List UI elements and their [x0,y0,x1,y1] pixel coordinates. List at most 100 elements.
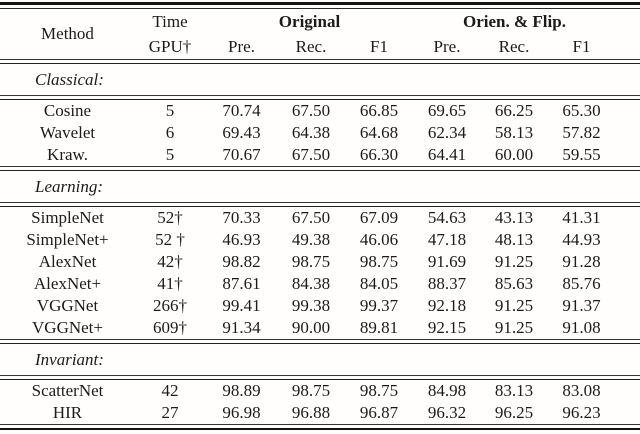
metric-value-cell: 92.18 [427,296,467,315]
table-row: Wavelet 6 69.43 64.38 64.68 62.34 58.13 57.82 [0,122,615,144]
section-label: Learning: [35,177,103,196]
metric-value-cell: 70.33 [222,208,261,227]
table-row: VGGNet+ 609† 91.34 90.00 89.81 92.15 91.25 91.0… [0,317,615,339]
section-separator-rule [0,95,640,100]
method-cell: Cosine [43,101,92,120]
metric-value-cell: 67.50 [291,208,331,227]
metric-value-cell: 92.15 [427,318,467,337]
metric-value-cell: 96.88 [291,403,331,422]
metric-value-cell: 90.00 [291,318,331,337]
col-header-rec-original: Rec. [295,37,327,56]
col-header-pre-original: Pre. [228,37,255,56]
table-row: Cosine 5 70.74 67.50 66.85 69.65 66.25 65.30 [0,100,615,122]
metric-value-cell: 91.69 [427,252,467,271]
section-separator-rule [0,375,640,380]
time-gpu-cell: 266† [153,296,187,315]
metric-value-cell: 99.38 [291,296,331,315]
col-header-f1-orien: F1 [572,37,591,56]
time-gpu-cell: 5 [165,101,175,120]
method-cell: Kraw. [47,145,88,164]
col-group-original: Original [278,12,341,31]
metric-value-cell: 59.55 [562,145,601,164]
table-bottom-rule [0,424,640,430]
metric-value-cell: 88.37 [427,274,467,293]
table-row: ScatterNet 42 98.89 98.75 98.75 84.98 83.13 83.… [0,380,615,402]
time-gpu-cell: 42 [161,381,179,400]
metric-value-cell: 67.50 [291,145,331,164]
table-row: SimpleNet+ 52 † 46.93 49.38 46.06 47.18 48.13 4… [0,229,615,251]
metric-value-cell: 84.38 [291,274,331,293]
time-gpu-cell: 52 † [155,230,185,249]
time-gpu-cell: 5 [165,145,175,164]
metric-value-cell: 44.93 [562,230,601,249]
metric-value-cell: 83.13 [494,381,534,400]
metric-value-cell: 96.32 [427,403,467,422]
metric-value-cell: 98.75 [359,252,399,271]
time-gpu-cell: 41† [157,274,183,293]
header-separator-rule [0,59,640,64]
metric-value-cell: 66.85 [359,101,399,120]
metric-value-cell: 41.31 [562,208,601,227]
table-row: AlexNet 42† 98.82 98.75 98.75 91.69 91.25 91.28 [0,251,615,273]
table-header-row: Method Time GPU† Original Orien. & Flip.… [0,9,615,59]
time-gpu-cell: 6 [165,123,175,142]
table-row: VGGNet 266† 99.41 99.38 99.37 92.18 91.25 91.37 [0,295,615,317]
section-separator-rule [0,202,640,207]
metric-value-cell: 85.76 [562,274,601,293]
metric-value-cell: 85.63 [494,274,534,293]
method-cell: Wavelet [39,123,96,142]
metric-value-cell: 98.75 [291,381,331,400]
table-top-rule [0,2,640,9]
metric-value-cell: 46.06 [359,230,399,249]
col-header-method: Method [41,24,94,43]
col-header-pre-orien: Pre. [433,37,461,56]
metric-value-cell: 96.25 [494,403,534,422]
metric-value-cell: 47.18 [427,230,467,249]
col-header-rec-orien: Rec. [498,37,530,56]
metric-value-cell: 49.38 [291,230,331,249]
metric-value-cell: 99.37 [359,296,399,315]
metric-value-cell: 91.25 [494,296,534,315]
metric-value-cell: 91.08 [562,318,601,337]
metric-value-cell: 54.63 [427,208,467,227]
metric-value-cell: 91.34 [222,318,261,337]
metric-value-cell: 64.41 [427,145,467,164]
metric-value-cell: 65.30 [562,101,601,120]
metric-value-cell: 64.38 [291,123,331,142]
table-row: HIR 27 96.98 96.88 96.87 96.32 96.25 96.23 [0,402,615,424]
method-cell: VGGNet [36,296,99,315]
metric-value-cell: 96.23 [562,403,601,422]
time-gpu-cell: 27 [161,403,179,422]
metric-value-cell: 66.30 [359,145,399,164]
metric-value-cell: 99.41 [222,296,261,315]
metric-value-cell: 96.98 [222,403,261,422]
metric-value-cell: 91.28 [562,252,601,271]
metric-value-cell: 69.43 [222,123,261,142]
section-separator-rule [0,339,640,344]
method-cell: AlexNet [38,252,97,271]
metric-value-cell: 96.87 [359,403,399,422]
metric-value-cell: 84.98 [427,381,467,400]
col-header-time: Time [152,12,188,31]
metric-value-cell: 62.34 [427,123,467,142]
metric-value-cell: 64.68 [359,123,399,142]
metric-value-cell: 48.13 [494,230,534,249]
metric-value-cell: 70.67 [222,145,261,164]
method-cell: SimpleNet+ [26,230,109,249]
metric-value-cell: 98.75 [291,252,331,271]
metric-value-cell: 91.37 [562,296,601,315]
metric-value-cell: 69.65 [427,101,467,120]
section-label: Classical: [35,70,104,89]
metric-value-cell: 91.25 [494,318,534,337]
metric-value-cell: 43.13 [494,208,534,227]
method-cell: SimpleNet [31,208,104,227]
metric-value-cell: 83.08 [562,381,601,400]
section-label: Invariant: [35,350,104,369]
metric-value-cell: 67.50 [291,101,331,120]
metric-value-cell: 60.00 [494,145,534,164]
metric-value-cell: 84.05 [359,274,399,293]
time-gpu-cell: 42† [157,252,183,271]
metric-value-cell: 89.81 [359,318,399,337]
method-cell: ScatterNet [31,381,104,400]
